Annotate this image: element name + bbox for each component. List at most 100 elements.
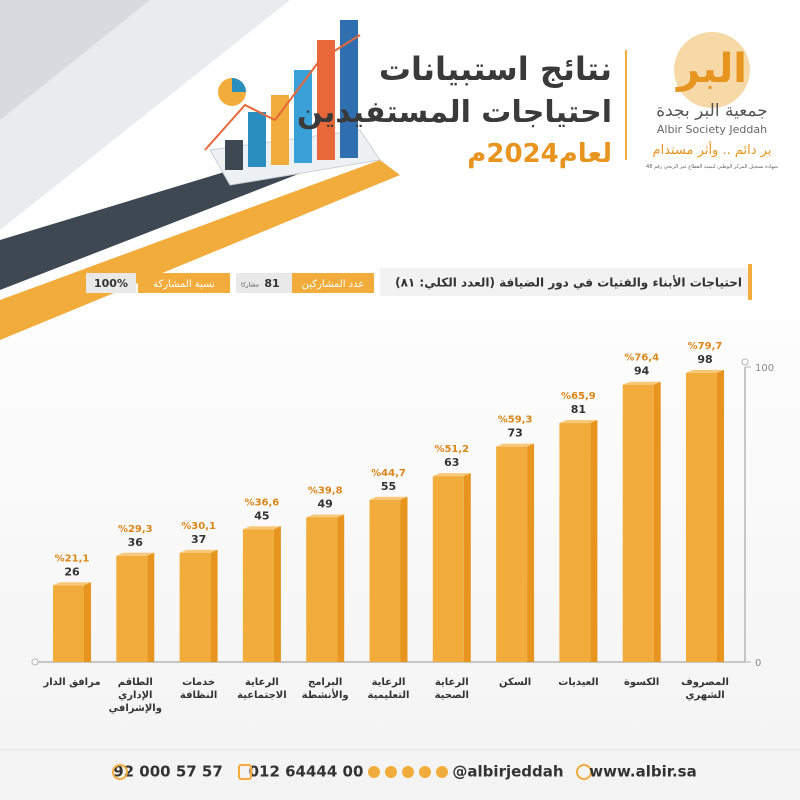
value-label: 49 <box>318 497 333 510</box>
illustration <box>204 20 381 186</box>
bar-top <box>53 582 91 586</box>
chart-title: احتياجات الأبناء والفتيات في دور الضيافة… <box>395 275 742 291</box>
value-label: 98 <box>697 353 712 366</box>
title-year: لعام2024م <box>467 139 612 169</box>
bar-top <box>369 496 408 500</box>
value-label: 26 <box>64 565 80 578</box>
bar <box>242 529 274 662</box>
percent-label: %79,7 <box>688 341 723 352</box>
bar-side <box>400 496 408 662</box>
bar-top <box>686 369 724 373</box>
rate-value: 100% <box>94 277 128 290</box>
logo <box>625 32 750 160</box>
title-box <box>380 268 750 296</box>
percent-label: %36,6 <box>245 497 280 508</box>
value-label: 55 <box>381 480 396 493</box>
bar <box>559 423 591 662</box>
phone: 012 64444 00 <box>249 763 364 781</box>
logo-mark: البر <box>675 46 747 92</box>
pill <box>86 273 136 293</box>
participants-unit: مشاركا <box>241 282 259 289</box>
bar-side <box>463 473 471 662</box>
icon <box>576 764 592 780</box>
x-tick-label: العيديات <box>558 677 599 688</box>
pill <box>292 273 374 293</box>
bar <box>432 476 464 662</box>
y-tick-label: 0 <box>755 658 761 669</box>
bar-side <box>717 369 724 662</box>
x-tick-label: الرعاية الصحية <box>434 677 469 701</box>
bar-top <box>116 552 155 556</box>
icon <box>238 764 252 780</box>
bar-side <box>653 381 661 662</box>
org-name-en: Albir Society Jeddah <box>657 123 767 136</box>
value-label: 63 <box>444 456 459 469</box>
percent-label: %59,3 <box>498 415 533 426</box>
participants-value: 81 <box>264 277 279 290</box>
bar <box>496 446 528 662</box>
bar <box>179 552 211 662</box>
social-icons <box>368 766 448 778</box>
title-line: نتائج استبيانات <box>379 50 612 88</box>
x-tick-label: الرعاية الاجتماعية <box>237 677 287 701</box>
org-name-ar: جمعية البر بجدة <box>656 101 768 121</box>
bar-side <box>273 526 281 662</box>
title-line: احتياجات المستفيدين <box>297 95 612 130</box>
bar-side <box>590 420 598 662</box>
bar <box>306 517 338 662</box>
value-label: 37 <box>191 533 206 546</box>
x-tick-label: الكسوة <box>624 677 660 688</box>
x-tick-label: مرافق الدار <box>43 677 101 688</box>
bar <box>53 585 84 662</box>
title-accent <box>748 264 752 300</box>
social-handle: @albirjeddah <box>452 763 563 781</box>
rate-label: نسبة المشاركة <box>153 279 215 290</box>
bar-side <box>210 549 218 662</box>
y-tick-label: 100 <box>755 363 774 374</box>
x-tick-label: البرامج والأنشطة <box>301 677 349 701</box>
x-tick-label: السكن <box>499 677 532 688</box>
bar-top <box>622 381 661 385</box>
bar-top <box>242 526 281 530</box>
pill <box>138 273 230 293</box>
value-label: 45 <box>254 509 269 522</box>
phone: 92 000 57 57 <box>113 763 223 781</box>
percent-label: %44,7 <box>371 468 406 479</box>
value-label: 81 <box>571 403 586 416</box>
icon <box>112 764 128 780</box>
percent-label: %65,9 <box>561 391 596 402</box>
percent-label: %76,4 <box>624 353 659 364</box>
x-tick-label: خدمات النظافة <box>179 677 218 701</box>
bar-side <box>147 552 155 662</box>
bar-side <box>84 582 91 662</box>
axis-end <box>741 358 749 366</box>
x-tick-label: الرعاية التعليمية <box>367 677 410 701</box>
percent-label: %29,3 <box>118 524 153 535</box>
bar <box>686 372 717 662</box>
bar-side <box>527 443 535 662</box>
percent-label: %51,2 <box>434 444 469 455</box>
bar-top <box>496 443 535 447</box>
bar <box>116 555 148 662</box>
axis-end <box>31 658 39 666</box>
bar-top <box>432 473 471 477</box>
decor-band <box>0 0 150 120</box>
percent-label: %39,8 <box>308 485 343 496</box>
website: www.albir.sa <box>589 763 696 781</box>
x-tick-label: المصروف الشهري <box>681 677 729 701</box>
percent-label: %21,1 <box>55 553 90 564</box>
percent-label: %30,1 <box>181 521 216 532</box>
bar-top <box>179 549 218 553</box>
bar <box>369 499 401 662</box>
registration: شهادة تسجيل المركز الوطني لتنمية القطاع … <box>646 164 778 170</box>
bar-top <box>559 420 598 424</box>
participants-label: عدد المشاركين <box>302 279 365 290</box>
value-label: 94 <box>634 365 650 378</box>
pill <box>236 273 292 293</box>
slogan: بر دائم .. وأثر مستدام <box>653 141 772 158</box>
bar-side <box>337 514 345 662</box>
x-tick-label: الطاقم الإداري والإشرافي <box>108 677 162 714</box>
value-label: 73 <box>507 427 522 440</box>
bar <box>622 384 654 662</box>
